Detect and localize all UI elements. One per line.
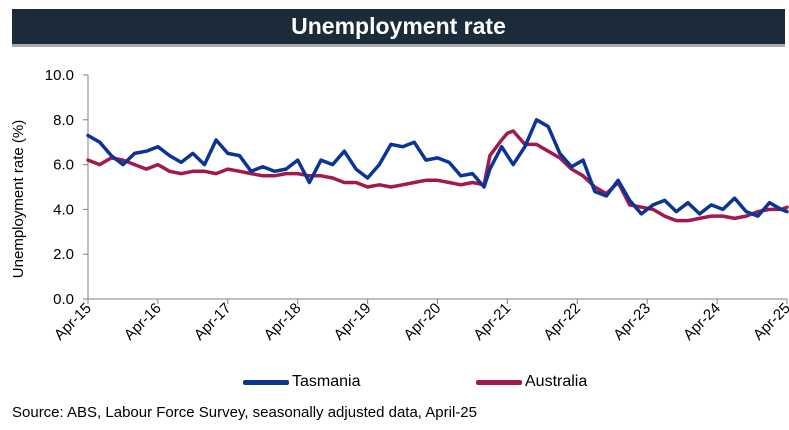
legend-label-tasmania: Tasmania [292, 373, 361, 390]
x-tick-label: Apr-25 [750, 300, 789, 344]
y-tick-label: 6.0 [53, 157, 74, 174]
x-tick-label: Apr-17 [191, 300, 235, 344]
x-tick-label: Apr-22 [540, 300, 584, 344]
y-tick-label: 8.0 [53, 112, 74, 129]
legend-label-australia: Australia [525, 373, 588, 390]
chart-title: Unemployment rate [291, 13, 506, 39]
y-axis-title: Unemployment rate (%) [10, 120, 27, 278]
y-tick-label: 2.0 [53, 246, 74, 263]
y-tick-label: 0.0 [53, 291, 74, 308]
source-note: Source: ABS, Labour Force Survey, season… [12, 404, 477, 421]
x-tick-label: Apr-16 [121, 300, 165, 344]
legend-item-tasmania: Tasmania [243, 373, 360, 391]
x-tick-label: Apr-19 [331, 300, 375, 344]
legend-swatch-australia [476, 379, 522, 385]
series-line-tasmania [86, 118, 789, 218]
x-tick-label: Apr-23 [610, 300, 654, 344]
legend-item-australia: Australia [476, 373, 587, 391]
y-tick-label: 10.0 [45, 67, 74, 84]
y-tick-label: 4.0 [53, 201, 74, 218]
chart-title-bar: Unemployment rate [12, 9, 785, 47]
legend-swatch-tasmania [243, 379, 289, 385]
chart-legend: Tasmania Australia [0, 373, 789, 397]
x-tick-label: Apr-21 [470, 300, 514, 344]
x-tick-label: Apr-20 [400, 300, 444, 344]
series-line-australia [86, 129, 789, 223]
x-tick-label: Apr-24 [680, 300, 724, 344]
x-tick-label: Apr-18 [261, 300, 305, 344]
